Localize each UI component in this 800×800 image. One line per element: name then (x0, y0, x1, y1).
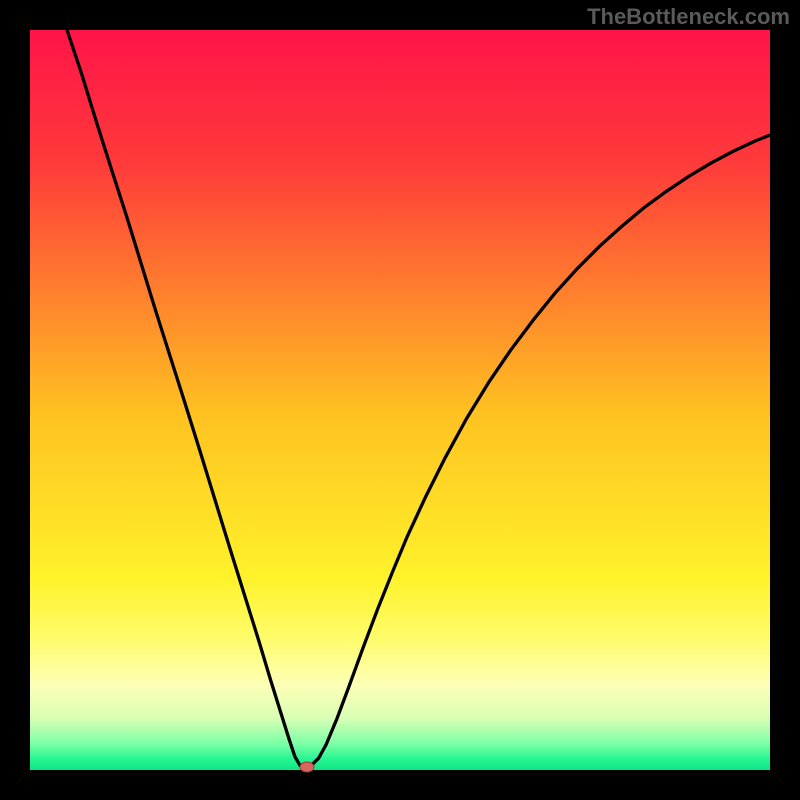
plot-area (30, 30, 770, 770)
plot-svg (30, 30, 770, 770)
bottleneck-curve (67, 30, 770, 768)
optimum-marker (298, 760, 316, 774)
chart-frame: TheBottleneck.com (0, 0, 800, 800)
watermark-text: TheBottleneck.com (587, 4, 790, 30)
